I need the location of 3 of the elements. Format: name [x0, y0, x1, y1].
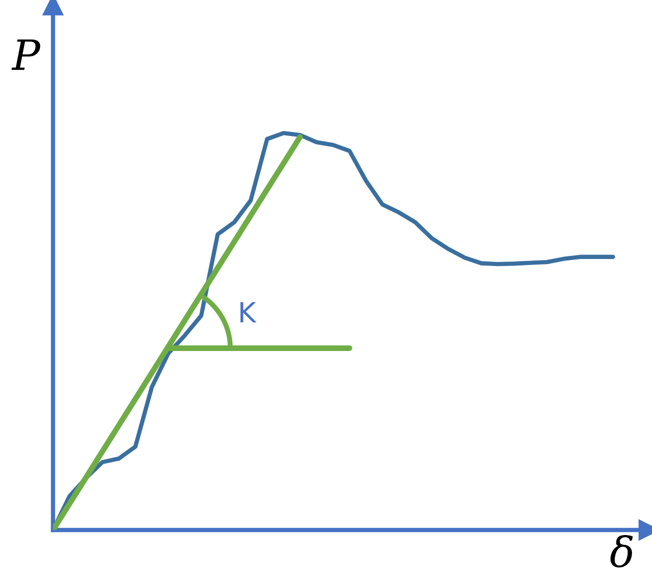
- annotation: K: [240, 302, 257, 322]
- y-axis-title: P: [12, 39, 40, 70]
- x-axis-title: δ: [610, 535, 633, 568]
